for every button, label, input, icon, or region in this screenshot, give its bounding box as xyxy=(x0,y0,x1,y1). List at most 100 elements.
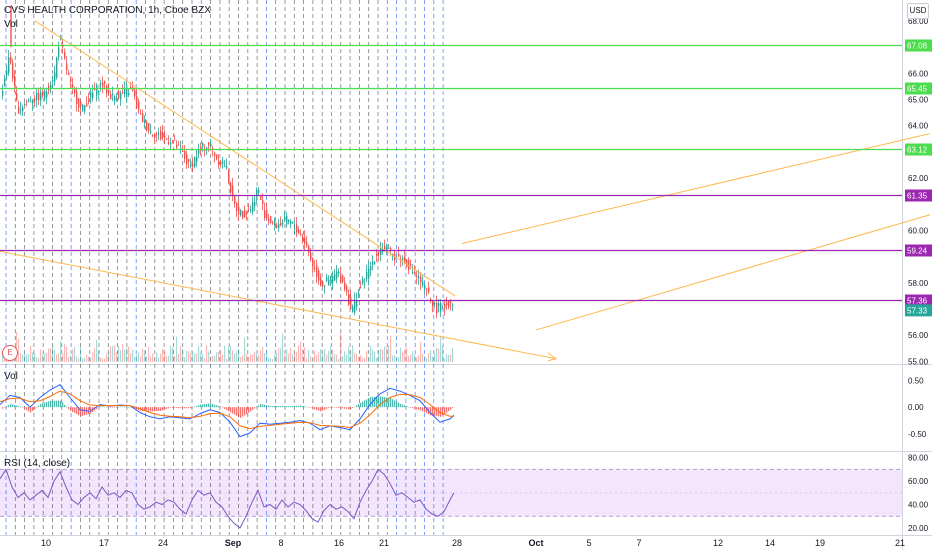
macd-histogram-bar xyxy=(374,396,376,408)
volume-bar xyxy=(160,353,162,362)
macd-histogram-bar xyxy=(122,406,124,408)
candle-body xyxy=(150,131,152,133)
candle-body xyxy=(436,303,438,314)
candle-body xyxy=(84,105,86,112)
candle-body xyxy=(294,228,296,229)
macd-histogram-bar xyxy=(150,407,152,412)
candle-body xyxy=(348,294,350,305)
volume-bar xyxy=(380,349,382,362)
volume-bar xyxy=(36,357,38,362)
macd-histogram-bar xyxy=(66,406,68,408)
macd-histogram-bar xyxy=(200,404,202,408)
candle-body xyxy=(422,281,424,286)
time-axis-label: 21 xyxy=(379,538,389,548)
volume-bar xyxy=(428,353,430,362)
volume-bar xyxy=(236,350,238,362)
candle-body xyxy=(186,154,188,165)
volume-bar xyxy=(332,349,334,362)
candle-body xyxy=(236,202,238,211)
macd-histogram-bar xyxy=(128,407,130,408)
candle-body xyxy=(444,304,446,308)
candle-body xyxy=(270,216,272,224)
candle-body xyxy=(20,109,22,111)
candle-body xyxy=(258,190,260,193)
volume-bar xyxy=(106,353,108,362)
macd-histogram-bar xyxy=(368,398,370,408)
candle-body xyxy=(442,307,444,309)
macd-histogram-bar xyxy=(106,407,108,408)
volume-bar xyxy=(420,341,422,362)
volume-bar xyxy=(98,350,100,362)
candle-body xyxy=(120,92,122,100)
candle-body xyxy=(282,222,284,225)
volume-bar xyxy=(256,353,258,362)
candle-body xyxy=(74,88,76,93)
volume-bar xyxy=(54,350,56,362)
candle-body xyxy=(310,252,312,260)
candle-body xyxy=(158,133,160,135)
macd-histogram-bar xyxy=(390,398,392,408)
volume-bar xyxy=(196,353,198,362)
candle-body xyxy=(10,56,12,63)
candle-body xyxy=(328,279,330,286)
candle-body xyxy=(94,89,96,91)
macd-histogram-bar xyxy=(20,406,22,408)
volume-bar xyxy=(370,345,372,362)
candle-body xyxy=(46,91,48,98)
macd-histogram-bar xyxy=(12,404,14,408)
time-axis-label: 28 xyxy=(452,538,462,548)
volume-bar xyxy=(124,349,126,362)
candle-body xyxy=(68,72,70,75)
volume-bar xyxy=(354,352,356,362)
macd-histogram-bar xyxy=(322,407,324,411)
candle-body xyxy=(300,234,302,236)
macd-histogram-bar xyxy=(182,407,184,409)
macd-histogram-bar xyxy=(112,407,114,408)
volume-bar xyxy=(384,346,386,362)
time-axis-label: 14 xyxy=(765,538,775,548)
rsi-line xyxy=(0,468,455,529)
candle-body xyxy=(162,132,164,138)
volume-bar xyxy=(298,345,300,362)
candle-body xyxy=(78,98,80,108)
candle-body xyxy=(244,210,246,217)
macd-histogram-bar xyxy=(436,407,438,417)
candle-body xyxy=(86,103,88,107)
candle-body xyxy=(218,162,220,165)
volume-bar xyxy=(166,355,168,362)
macd-histogram-bar xyxy=(292,405,294,408)
price-tick-label: 60.00 xyxy=(908,226,929,235)
rsi-tick-label: 40.00 xyxy=(908,501,929,510)
candle-body xyxy=(216,154,218,159)
candle-body xyxy=(314,267,316,269)
volume-bar xyxy=(240,357,242,362)
candle-body xyxy=(312,258,314,267)
volume-bar xyxy=(116,352,118,362)
volume-bar xyxy=(304,347,306,362)
volume-bar xyxy=(194,353,196,362)
volume-bar xyxy=(362,357,364,362)
candle-body xyxy=(274,220,276,226)
volume-bar xyxy=(144,350,146,362)
volume-bar xyxy=(334,354,336,362)
time-axis-label: 21 xyxy=(895,538,905,548)
earnings-event-icon[interactable]: E xyxy=(2,345,18,361)
macd-histogram-bar xyxy=(36,407,38,408)
volume-bar xyxy=(386,346,388,362)
macd-histogram-bar xyxy=(244,407,246,416)
candle-body xyxy=(260,195,262,200)
volume-bar xyxy=(258,355,260,362)
candle-body xyxy=(440,303,442,312)
macd-histogram-bar xyxy=(32,407,34,411)
volume-bar xyxy=(286,349,288,362)
candle-body xyxy=(124,89,126,94)
volume-bar xyxy=(32,352,34,362)
currency-label[interactable]: USD xyxy=(907,3,929,19)
candle-body xyxy=(176,144,178,148)
candle-body xyxy=(108,90,110,93)
macd-histogram-bar xyxy=(164,407,166,410)
volume-bar xyxy=(64,343,66,362)
candle-body xyxy=(232,185,234,196)
candle-body xyxy=(424,284,426,289)
